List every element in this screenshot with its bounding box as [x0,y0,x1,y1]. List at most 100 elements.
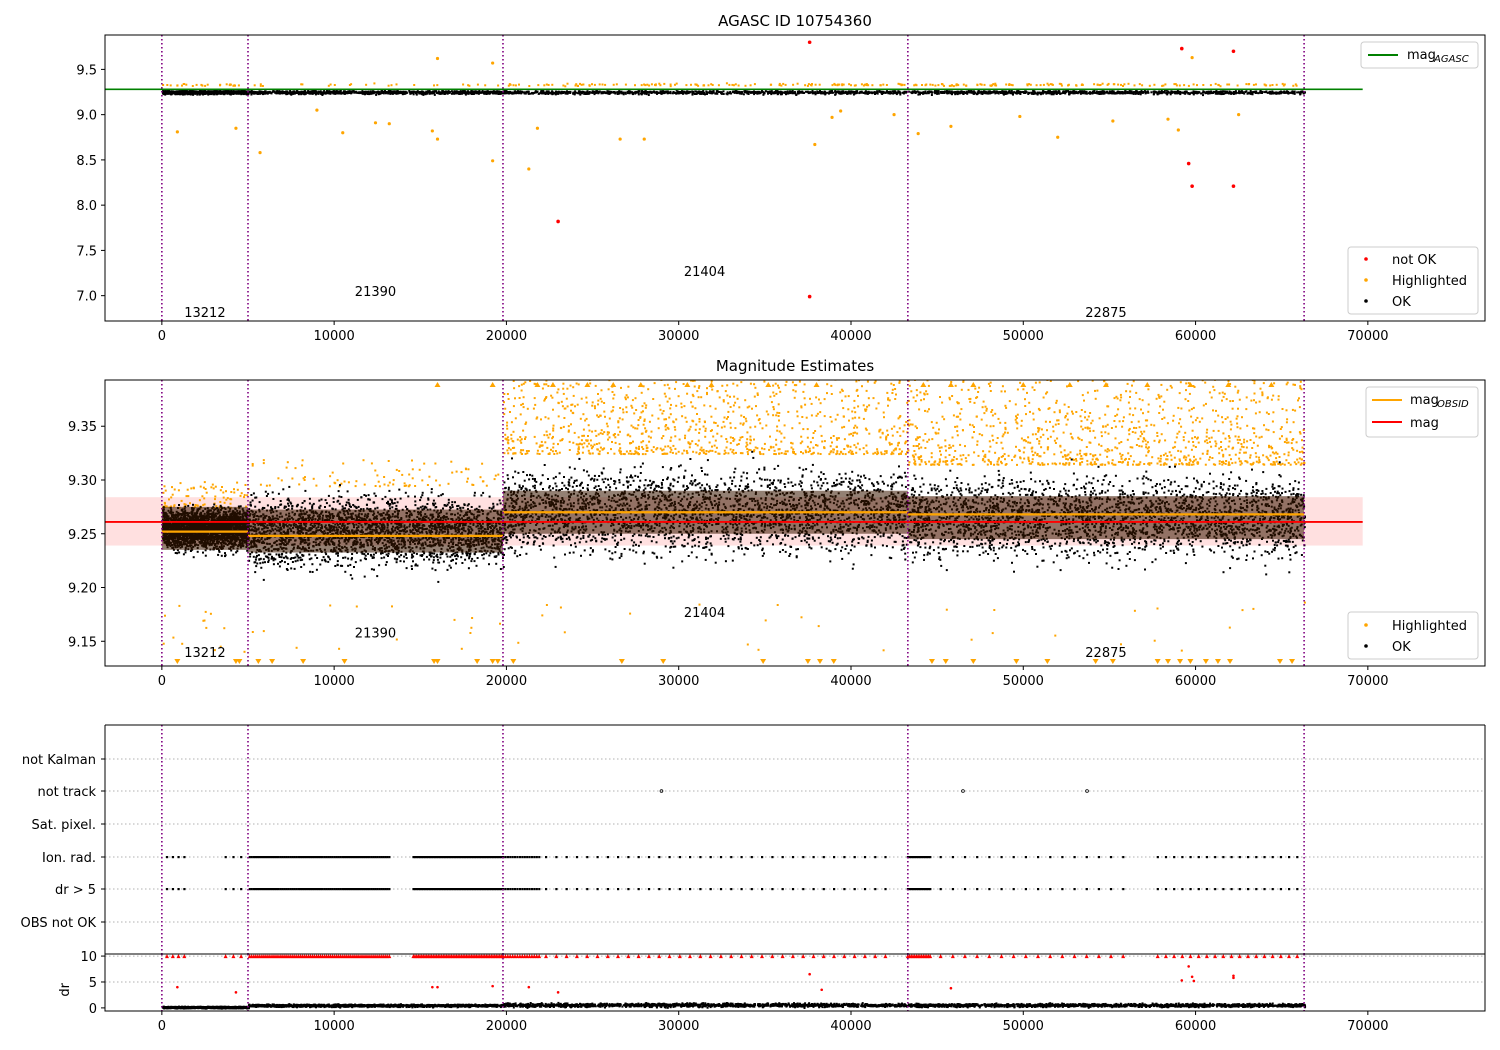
highlighted-point [830,115,834,119]
highlighted-point [535,126,540,130]
obsid-label: 13212 [184,306,225,321]
legend-points: Highlighted OK [1347,611,1479,660]
x-tick-label: 20000 [486,674,527,689]
x-tick-label: 10000 [313,674,354,689]
x-tick-label: 20000 [486,1019,527,1034]
dr-red-point [949,986,953,990]
highlighted-point [258,151,262,155]
highlighted-point [491,61,495,65]
dense-core [247,509,503,553]
axes-frame [104,34,1486,322]
axes-frame [104,379,1486,667]
panel-agasc: 13212 21390 21404 22875 0 10000 20000 30000 4000… [76,12,1486,344]
not-ok-point [1231,49,1236,54]
dr-red-point [436,985,439,989]
x-tick-label: 50000 [1003,329,1044,344]
legend-box [1347,246,1479,315]
x-tick-label: 50000 [1003,1019,1044,1034]
y-tick-label: 0 [89,1002,97,1017]
dr-red-point [234,991,238,994]
legend-label-sub: OBSID [1437,399,1469,410]
panel-magnitude-estimates: 13212 21390 21404 22875 0 10000 20000 30000 4000… [68,357,1486,689]
x-tick-label: 70000 [1347,329,1388,344]
dr-ok-points [908,1002,1307,1009]
dr-red-point [527,985,531,989]
plot-area [105,35,1363,321]
x-tick-label: 70000 [1347,1019,1388,1034]
legend-label: mag [1410,416,1439,431]
legend-box [1347,611,1479,660]
panel-dr: 0 10000 20000 30000 40000 50000 60000 70000 0 5 10… [58,950,1486,1034]
x-tick-label: 60000 [1175,329,1216,344]
not-ok-point [556,219,560,224]
x-tick-label: 40000 [830,674,871,689]
x-tick-label: 60000 [1175,674,1216,689]
flag-category-label: Ion. rad. [42,851,96,866]
x-tick-label: 40000 [830,1019,871,1034]
dr-red-point [820,988,824,992]
y-tick-label: 9.5 [76,63,97,78]
highlighted-point [435,137,440,141]
not-track-point [659,789,664,793]
highlighted-points [907,380,1306,652]
dr-axis-label: dr [58,982,73,996]
dr-red-point [808,972,811,976]
highlighted-point [234,126,238,130]
y-tick-label: 9.0 [76,109,97,124]
y-tick-label: 7.5 [76,244,97,259]
highlighted-point [315,108,319,112]
y-tick-label: 9.30 [68,474,97,489]
highlighted-point [1018,114,1022,119]
not-ok-point [807,294,812,299]
highlighted-point [527,167,531,171]
highlighted-points [251,459,501,650]
ok-points [907,89,1306,97]
legend-marker [1364,623,1368,627]
not-track-point [961,789,965,793]
flag-category-label: not track [37,785,96,800]
legend-label: Highlighted [1392,274,1467,289]
dr-red-point [1190,975,1194,979]
highlighted-point [1111,119,1115,123]
highlighted-point [618,137,622,141]
highlighted-point [813,142,817,147]
obsid-label: 22875 [1085,646,1126,661]
y-tick-label: 10 [80,950,97,965]
not-ok-point [807,40,812,45]
y-tick-label: 5 [89,976,97,991]
highlighted-fuzz [507,82,906,88]
highlighted-point [916,132,920,136]
legend-label: mag [1407,48,1436,63]
y-tick-label: 9.15 [68,635,97,650]
dr-red-point [491,984,494,988]
dense-core [161,506,248,550]
dense-core [907,496,1305,540]
x-tick-label: 40000 [830,329,871,344]
x-tick-label: 20000 [486,329,527,344]
y-tick-label: 8.5 [76,154,97,169]
highlighted-point [642,137,646,141]
x-tick-label: 50000 [1003,674,1044,689]
not-ok-point [1190,184,1194,188]
ok-points [248,89,505,96]
out-of-range-markers [174,382,1296,664]
legend-label: OK [1392,295,1411,310]
legend-label-sub: AGASC [1433,54,1469,65]
y-tick-label: 9.35 [68,420,97,435]
highlighted-fuzz [253,82,500,87]
dr-red-point [1187,965,1190,968]
legend-marker [1364,299,1368,303]
y-tick-label: 9.25 [68,528,97,543]
highlighted-point [1237,113,1241,117]
y-tick-label: 7.0 [76,290,97,305]
y-tick-label: 9.20 [68,582,97,597]
legend-label: mag [1410,393,1439,408]
chart-title: AGASC ID 10754360 [718,12,872,30]
legend-points: not OK Highlighted OK [1347,246,1479,315]
highlighted-point [1190,56,1194,60]
not-ok-point [1231,184,1236,188]
obsid-label: 13212 [184,646,225,661]
legend-label: not OK [1392,253,1437,268]
